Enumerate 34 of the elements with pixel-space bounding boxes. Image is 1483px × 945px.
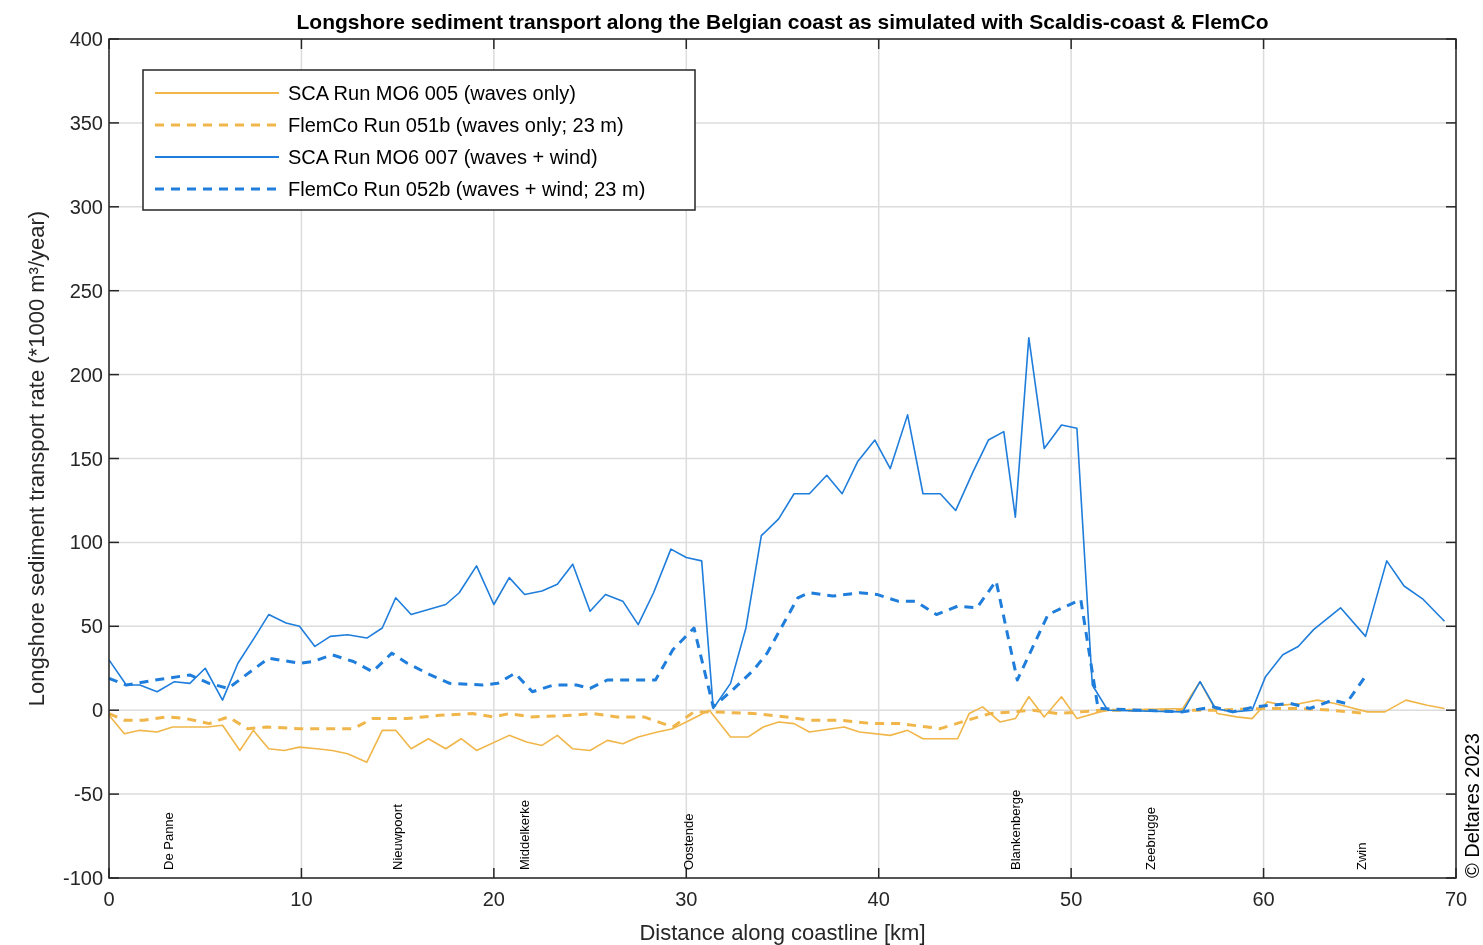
y-tick-label: 350 xyxy=(69,111,103,134)
y-tick-label: -100 xyxy=(62,867,103,889)
y-tick-label: 400 xyxy=(69,28,103,50)
x-tick-label: 40 xyxy=(867,888,890,910)
y-tick-label: 300 xyxy=(69,195,103,218)
y-tick-label: 50 xyxy=(80,615,103,638)
legend-label: FlemCo Run 052b (waves + wind; 23 m) xyxy=(288,178,646,200)
chart-title: Longshore sediment transport along the Belgian coast as simulated with Scaldis-coast & FlemCo xyxy=(296,10,1269,33)
x-tick-label: 20 xyxy=(482,888,505,910)
x-tick-label: 30 xyxy=(675,888,698,910)
annotation: Blankenberge xyxy=(1008,789,1023,870)
annotation: Zeebrugge xyxy=(1143,807,1158,870)
annotation: De Panne xyxy=(161,812,176,870)
y-tick-label: 150 xyxy=(69,447,103,470)
annotation: Nieuwpoort xyxy=(390,803,405,870)
annotation: Zwin xyxy=(1354,842,1369,870)
annotation: Middelkerke xyxy=(517,799,532,870)
y-axis-title: Longshore sediment transport rate (*1000 m³/year) xyxy=(24,210,49,707)
line-series xyxy=(108,336,1446,713)
x-tick-label: 50 xyxy=(1060,888,1083,910)
y-tick-label: 200 xyxy=(69,363,103,386)
y-tick-label: -50 xyxy=(74,783,103,806)
x-tick-label: 60 xyxy=(1252,888,1275,910)
annotation: Oostende xyxy=(681,813,696,870)
x-axis-title: Distance along coastline [km] xyxy=(639,920,926,945)
y-tick-label: 100 xyxy=(69,531,103,554)
x-tick-label: 10 xyxy=(290,888,313,910)
y-tick-label: 250 xyxy=(69,279,103,302)
legend-label: SCA Run MO6 007 (waves + wind) xyxy=(288,146,598,168)
legend-label: SCA Run MO6 005 (waves only) xyxy=(288,82,576,104)
x-tick-label: 70 xyxy=(1444,888,1468,910)
y-tick-label: 0 xyxy=(91,699,103,722)
text: © Deltares 2023 xyxy=(1461,733,1483,878)
legend-label: FlemCo Run 051b (waves only; 23 m) xyxy=(288,114,624,136)
